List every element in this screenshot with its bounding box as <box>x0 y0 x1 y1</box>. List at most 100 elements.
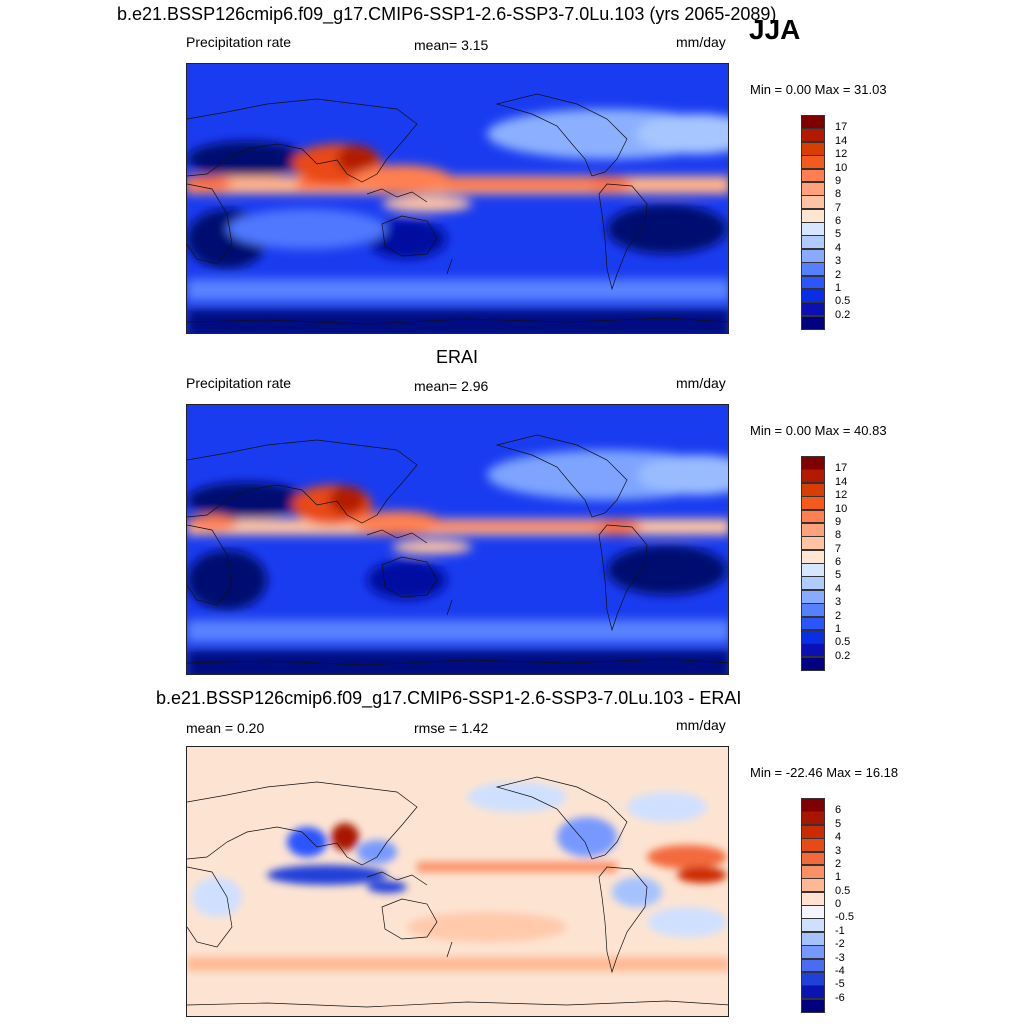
panel-2-colorbar <box>801 456 825 671</box>
panel-2-variable-label: Precipitation rate <box>186 375 292 391</box>
colorbar-tick-label: 4 <box>835 241 842 254</box>
colorbar-swatch <box>801 629 825 644</box>
itcz-core <box>297 179 627 189</box>
colorbar-swatch <box>801 838 825 852</box>
colorbar-tick-label: 14 <box>835 134 848 147</box>
colorbar-swatch <box>801 971 825 986</box>
colorbar-swatch <box>801 589 825 604</box>
panel-2-title: ERAI <box>436 347 479 367</box>
north-america-dry-bias <box>557 817 617 857</box>
coast-nz <box>446 599 453 616</box>
colorbar-swatch <box>801 945 825 959</box>
colorbar-swatch <box>801 549 825 564</box>
panel-1-variable-label: Precipitation rate <box>186 34 292 50</box>
australia-dry-zone <box>367 560 447 600</box>
panel-1-map <box>186 63 729 334</box>
north-atlantic-dry-bias <box>627 792 707 822</box>
panel-2-units-label: mm/day <box>676 375 726 391</box>
colorbar-swatch <box>801 616 825 631</box>
colorbar-swatch <box>801 811 825 826</box>
coast-antarctica <box>187 1000 728 1008</box>
colorbar-swatch <box>801 603 825 617</box>
colorbar-swatch <box>801 522 825 537</box>
colorbar-tick-label: 8 <box>835 529 842 542</box>
colorbar-swatch <box>801 985 825 1000</box>
panel-1-minmax: Min = 0.00 Max = 31.03 <box>750 82 887 97</box>
coast-antarctica <box>187 658 728 666</box>
spcz <box>382 196 472 212</box>
colorbar-swatch <box>801 302 825 317</box>
colorbar-swatch <box>801 656 825 671</box>
panel-3-rmse-label: rmse = 1.42 <box>414 720 489 736</box>
pacific-itcz-bias <box>417 862 617 872</box>
coastlines <box>187 776 728 1008</box>
colorbar-tick-label: 10 <box>835 502 848 515</box>
colorbar-swatch <box>801 851 825 866</box>
coastlines <box>187 93 728 325</box>
colorbar-tick-label: 7 <box>835 201 842 214</box>
colorbar-swatch <box>801 208 825 223</box>
colorbar-swatch <box>801 141 825 156</box>
colorbar-tick-label: 2 <box>835 609 842 622</box>
colorbar-tick-label: 12 <box>835 489 848 502</box>
colorbar-swatch <box>801 905 825 919</box>
southern-ocean-band <box>187 650 728 674</box>
panel-2-map-svg <box>187 405 728 674</box>
colorbar-tick-label: 0 <box>835 898 842 910</box>
west-africa-rain <box>187 515 237 531</box>
coast-asia <box>187 781 418 866</box>
itcz-core <box>367 522 627 530</box>
colorbar-swatch <box>801 563 825 577</box>
panel-1-map-svg <box>187 64 728 333</box>
colorbar-swatch <box>801 482 825 497</box>
north-atlantic-track <box>637 114 728 154</box>
panel-3-colorbar <box>801 798 825 1013</box>
coastlines <box>187 434 728 666</box>
coast-asia <box>187 98 418 183</box>
colorbar-tick-label: 17 <box>835 121 848 134</box>
colorbar-swatch <box>801 958 825 973</box>
colorbar-tick-label: 2 <box>835 268 842 281</box>
colorbar-tick-label: 12 <box>835 148 848 161</box>
west-pacific-mix <box>357 840 397 864</box>
colorbar-tick-label: -0.5 <box>835 911 854 924</box>
coast-maritime <box>366 529 428 544</box>
bay-of-bengal <box>337 145 377 173</box>
colorbar-swatch <box>801 509 825 524</box>
colorbar-tick-label: 5 <box>835 569 842 582</box>
panel-3-map <box>186 746 729 1017</box>
bay-of-bengal <box>329 486 365 514</box>
panel-3-mean-label: mean = 0.20 <box>186 720 265 736</box>
colorbar-tick-label: 6 <box>835 215 842 227</box>
south-atlantic-dry-bias <box>647 907 727 937</box>
panel-1-colorbar <box>801 115 825 330</box>
colorbar-swatch <box>801 496 825 510</box>
colorbar-swatch <box>801 155 825 169</box>
colorbar-swatch <box>801 824 825 839</box>
panel-3-minmax: Min = -22.46 Max = 16.18 <box>750 765 899 780</box>
colorbar-swatch <box>801 456 825 470</box>
coast-australia <box>381 898 438 940</box>
north-atlantic-track <box>637 455 728 495</box>
colorbar-tick-label: 0.5 <box>835 636 851 649</box>
colorbar-swatch <box>801 864 825 879</box>
panel-3-map-svg <box>187 747 728 1016</box>
colorbar-tick-label: 0.5 <box>835 884 851 897</box>
spcz <box>392 540 472 554</box>
colorbar-tick-label: 10 <box>835 161 848 174</box>
colorbar-tick-label: 6 <box>835 556 842 568</box>
colorbar-swatch <box>801 195 825 210</box>
colorbar-swatch <box>801 536 825 551</box>
coast-maritime <box>366 188 428 203</box>
colorbar-swatch <box>801 262 825 276</box>
coast-nz <box>446 941 453 958</box>
colorbar-swatch <box>801 315 825 330</box>
colorbar-swatch <box>801 878 825 893</box>
atlantic-itcz-bias <box>677 867 727 883</box>
colorbar-tick-label: -1 <box>835 924 845 937</box>
colorbar-tick-label: 3 <box>835 844 842 857</box>
colorbar-tick-label: 6 <box>835 804 842 817</box>
bengal-wet-bias <box>331 823 359 851</box>
coast-south-america <box>598 524 648 632</box>
panel-2-minmax: Min = 0.00 Max = 40.83 <box>750 423 887 438</box>
